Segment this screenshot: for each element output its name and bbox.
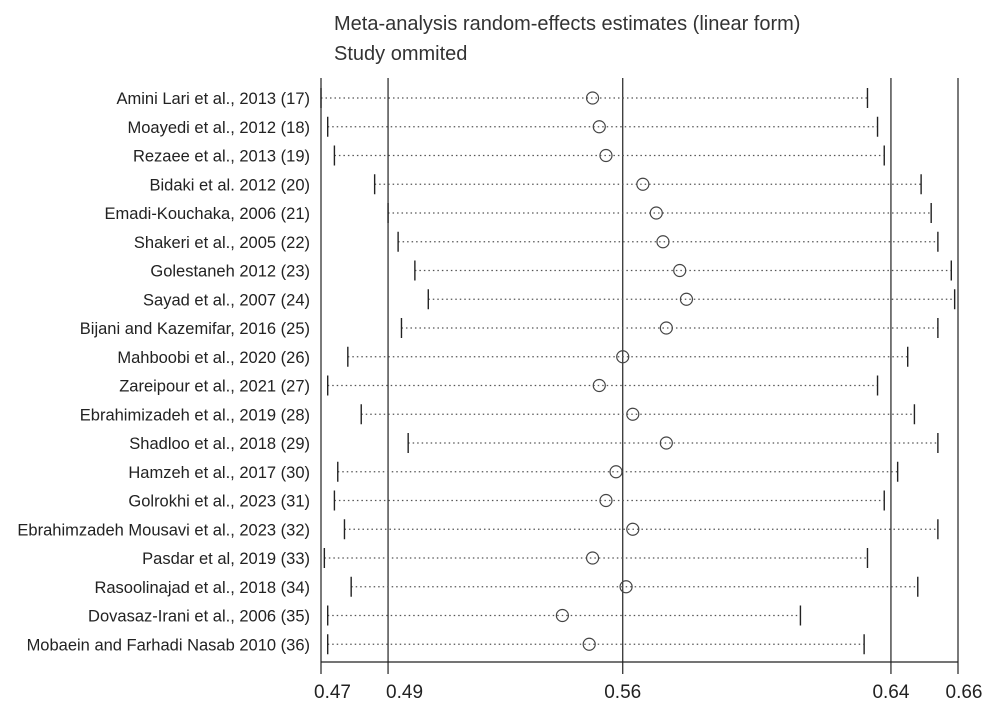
estimate-point (555, 608, 569, 623)
study-label: Ebrahimzadeh Mousavi et al., 2023 (32) (17, 521, 310, 539)
study-label: Rasoolinajad et al., 2018 (34) (94, 579, 310, 597)
estimate-point (616, 350, 630, 364)
study-label: Emadi-Kouchaka, 2006 (21) (105, 205, 310, 223)
estimate-point (673, 263, 687, 278)
estimate-point (599, 493, 613, 508)
estimate-point (649, 206, 663, 220)
estimate-point (659, 321, 673, 335)
study-label: Shakeri et al., 2005 (22) (134, 234, 310, 252)
estimate-point (582, 637, 596, 651)
estimate-point (592, 120, 606, 134)
study-label: Shadloo et al., 2018 (29) (129, 435, 310, 453)
study-label: Pasdar et al, 2019 (33) (142, 550, 310, 568)
x-tick-label: 0.47 (314, 682, 351, 703)
estimate-point (626, 522, 640, 536)
x-tick-label: 0.66 (946, 682, 983, 703)
estimate-point (592, 378, 606, 393)
estimate-point (659, 436, 673, 450)
estimate-point (619, 580, 633, 594)
study-label: Dovasaz-Irani et al., 2006 (35) (88, 608, 310, 626)
estimate-point (679, 292, 694, 306)
estimate-point (585, 91, 600, 105)
study-label: Bidaki et al. 2012 (20) (149, 176, 310, 194)
study-label: Golrokhi et al., 2023 (31) (128, 493, 310, 511)
estimate-point (599, 148, 613, 163)
estimate-point (609, 465, 623, 479)
estimate-point (626, 407, 640, 421)
study-label: Moayedi et al., 2012 (18) (127, 119, 310, 137)
study-label: Ebrahimizadeh et al., 2019 (28) (80, 406, 310, 424)
study-label: Bijani and Kazemifar, 2016 (25) (80, 320, 310, 338)
study-label: Golestaneh 2012 (23) (150, 263, 310, 281)
estimate-point (636, 177, 650, 191)
study-label: Hamzeh et al., 2017 (30) (128, 464, 310, 482)
study-label: Amini Lari et al., 2013 (17) (116, 90, 310, 108)
study-label: Rezaee et al., 2013 (19) (133, 148, 310, 166)
study-label: Mahboobi et al., 2020 (26) (117, 349, 310, 367)
study-label: Sayad et al., 2007 (24) (143, 291, 310, 309)
estimate-point (656, 235, 670, 249)
chart-title: Meta-analysis random-effects estimates (… (334, 13, 801, 35)
chart-subtitle: Study ommited (334, 43, 468, 65)
study-label: Mobaein and Farhadi Nasab 2010 (36) (27, 636, 310, 654)
x-tick-label: 0.49 (386, 682, 423, 703)
x-tick-label: 0.56 (604, 682, 641, 703)
estimate-point (585, 551, 600, 565)
x-tick-label: 0.64 (872, 682, 909, 703)
study-label: Zareipour et al., 2021 (27) (119, 378, 310, 396)
